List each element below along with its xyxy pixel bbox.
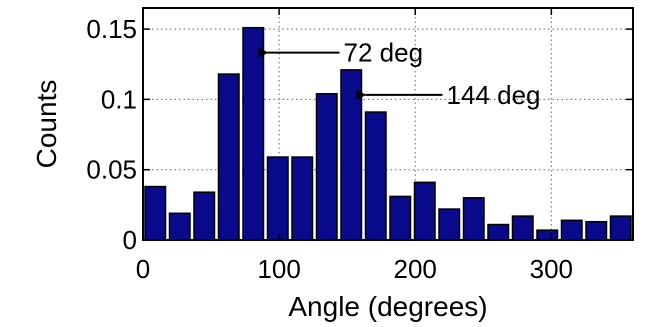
x-tick-label: 100 <box>257 254 300 284</box>
histogram-bar <box>487 223 510 241</box>
x-tick-label: 200 <box>394 254 437 284</box>
x-tick-label: 300 <box>530 254 573 284</box>
histogram-bar <box>511 215 534 241</box>
y-tick-label: 0.15 <box>86 14 137 44</box>
histogram-bar <box>217 73 240 241</box>
y-tick-label: 0.05 <box>86 155 137 185</box>
histogram-bar <box>291 156 314 241</box>
histogram-bar <box>144 185 167 241</box>
histogram-bar <box>438 208 461 241</box>
histogram-bar <box>168 212 191 241</box>
annotation-label: 72 deg <box>344 38 424 68</box>
annotation-label: 144 deg <box>447 80 541 110</box>
histogram-bar <box>193 191 216 241</box>
histogram-bar <box>389 195 412 241</box>
histogram-bar <box>609 215 632 241</box>
axis-ticks: 0 100 200 300 0 0.05 0.1 0.15 <box>86 8 633 284</box>
histogram-bar <box>585 220 608 241</box>
histogram-bar <box>560 219 583 241</box>
histogram-bar <box>462 197 485 241</box>
y-axis-label: Counts <box>31 80 62 169</box>
y-tick-label: 0.1 <box>101 84 137 114</box>
x-tick-label: 0 <box>136 254 150 284</box>
plot-frame <box>142 7 634 241</box>
histogram-bar <box>266 156 289 241</box>
x-axis-label: Angle (degrees) <box>288 291 487 322</box>
histogram-bar <box>413 181 436 241</box>
histogram-bar <box>315 93 338 241</box>
y-tick-label: 0 <box>123 225 137 255</box>
histogram-bar <box>242 26 265 241</box>
histogram-bar <box>340 69 363 241</box>
histogram-bar <box>364 111 387 241</box>
histogram-bar <box>536 229 559 241</box>
annotations: 72 deg 144 deg <box>258 38 541 110</box>
histogram-bars <box>144 26 632 241</box>
